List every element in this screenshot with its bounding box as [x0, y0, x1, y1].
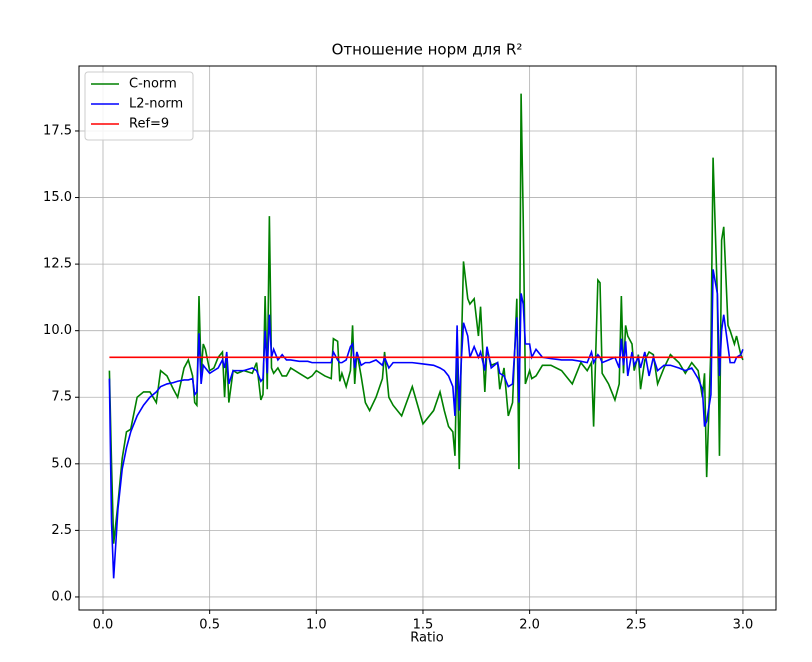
legend-label: C-norm [129, 77, 177, 92]
legend-label: Ref=9 [129, 117, 169, 132]
legend-box [84, 71, 194, 141]
chart-title: Отношение норм для R² [332, 41, 523, 59]
series-line [108, 93, 744, 544]
y-tick-label: 15.0 [43, 190, 72, 205]
x-tick-label: 2.0 [519, 618, 540, 633]
x-tick-label: 1.0 [306, 618, 327, 633]
x-tick-label: 0.5 [199, 618, 220, 633]
y-tick-label: 2.5 [51, 523, 72, 538]
y-tick-label: 7.5 [51, 390, 72, 405]
x-tick-label: 3.0 [733, 618, 754, 633]
y-tick-label: 12.5 [43, 257, 72, 272]
x-tick-label: 1.5 [413, 618, 434, 633]
legend-label: L2-norm [129, 97, 183, 112]
plot-frame [78, 65, 777, 611]
y-tick-label: 5.0 [51, 456, 72, 471]
x-tick-label: 2.5 [626, 618, 647, 633]
x-axis-label: Ratio [410, 631, 443, 646]
series-line [108, 269, 744, 579]
y-tick-label: 0.0 [51, 589, 72, 604]
y-tick-label: 10.0 [43, 323, 72, 338]
y-tick-label: 17.5 [43, 123, 72, 138]
x-tick-label: 0.0 [93, 618, 114, 633]
